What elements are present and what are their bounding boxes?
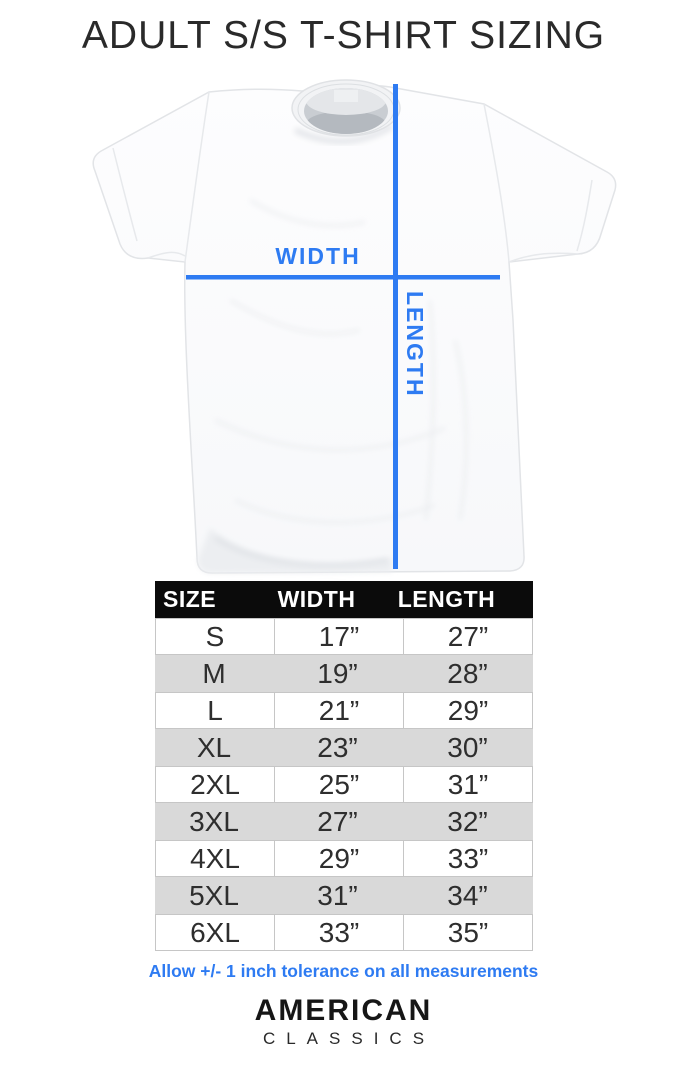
width-measure-label: WIDTH [275,243,361,269]
width-cell: 23” [317,731,358,763]
width-cell: 21” [274,693,403,728]
tolerance-note: Allow +/- 1 inch tolerance on all measur… [148,961,539,981]
size-cell: L [207,694,223,726]
width-cell: 17” [274,619,403,654]
size-cell: M [202,657,226,689]
size-cell: XL [196,731,232,763]
length-cell: 28” [447,657,488,689]
width-cell: 25” [274,767,403,802]
page-title: ADULT S/S T-SHIRT SIZING [81,14,606,57]
size-cell: 4XL [190,842,240,874]
brand-subname: CLASSICS [262,1029,436,1048]
table-row: M 19” 28” [155,655,533,692]
length-cell: 35” [403,915,532,950]
width-cell: 29” [274,841,403,876]
length-line [393,84,398,569]
header-length: LENGTH [397,586,496,612]
table-row: 4XL 29” 33” [155,840,533,877]
width-line [186,275,500,280]
length-cell: 33” [403,841,532,876]
brand-logo: AMERICAN CLASSICS [0,996,687,1049]
length-cell: 31” [403,767,532,802]
size-table-header: SIZE WIDTH LENGTH [155,581,533,618]
header-width: WIDTH [277,586,356,612]
length-cell: 34” [447,879,488,911]
width-cell: 33” [274,915,403,950]
tshirt-hem-fold-edge [213,536,389,568]
size-cell: 2XL [190,768,240,800]
size-cell: 6XL [190,916,240,948]
header-size: SIZE [163,586,217,612]
length-cell: 30” [447,731,488,763]
tshirt-seams [112,91,593,263]
tshirt-wrinkles [214,198,468,524]
table-row: XL 23” 30” [155,729,533,766]
length-cell: 27” [403,619,532,654]
length-measure-label: LENGTH [402,291,428,398]
tshirt-collar [291,79,401,145]
width-cell: 19” [317,657,358,689]
table-row: 3XL 27” 32” [155,803,533,840]
table-row: 5XL 31” 34” [155,877,533,914]
length-cell: 32” [447,805,488,837]
table-row: L 21” 29” [155,692,533,729]
width-cell: 27” [317,805,358,837]
brand-name: AMERICAN [254,994,433,1027]
width-cell: 31” [317,879,358,911]
tshirt-diagram: WIDTH LENGTH [92,79,617,574]
size-table: SIZE WIDTH LENGTH S 17” 27” M 19” 28” L 21” 29” X… [155,581,533,951]
size-table-body: S 17” 27” M 19” 28” L 21” 29” XL 23” 30” 2XL 25” 31” 3X… [155,618,533,951]
table-row: S 17” 27” [155,618,533,655]
size-cell: 5XL [189,879,239,911]
length-cell: 29” [403,693,532,728]
tshirt-hem-fold [198,528,392,573]
tshirt-illustration [92,79,617,574]
size-cell: 3XL [189,805,239,837]
size-cell: S [205,620,225,652]
table-row: 2XL 25” 31” [155,766,533,803]
tshirt-body [92,84,617,574]
table-row: 6XL 33” 35” [155,914,533,951]
